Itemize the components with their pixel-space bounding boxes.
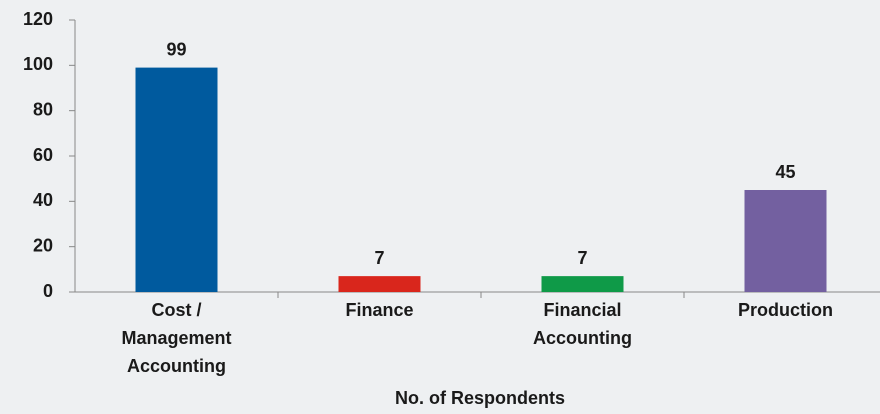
bar bbox=[135, 67, 218, 292]
x-tick-label: Financial Accounting bbox=[533, 300, 632, 348]
y-tick-label: 100 bbox=[23, 54, 53, 74]
x-axis-title: No. of Respondents bbox=[395, 388, 565, 408]
bar bbox=[744, 190, 827, 292]
y-tick-label: 20 bbox=[33, 235, 53, 255]
y-tick-label: 120 bbox=[23, 9, 53, 29]
x-tick-label: Finance bbox=[345, 300, 414, 320]
y-tick-label: 80 bbox=[33, 99, 53, 119]
data-label: 99 bbox=[166, 39, 186, 59]
data-label: 7 bbox=[577, 248, 587, 268]
data-label: 45 bbox=[775, 162, 795, 182]
x-tick-label: Production bbox=[738, 300, 833, 320]
bar bbox=[338, 276, 421, 292]
y-tick-label: 0 bbox=[43, 281, 53, 301]
data-label: 7 bbox=[374, 248, 384, 268]
y-tick-label: 60 bbox=[33, 145, 53, 165]
y-tick-label: 40 bbox=[33, 190, 53, 210]
bar bbox=[541, 276, 624, 292]
x-tick-label: Cost / Management Accounting bbox=[121, 300, 232, 376]
